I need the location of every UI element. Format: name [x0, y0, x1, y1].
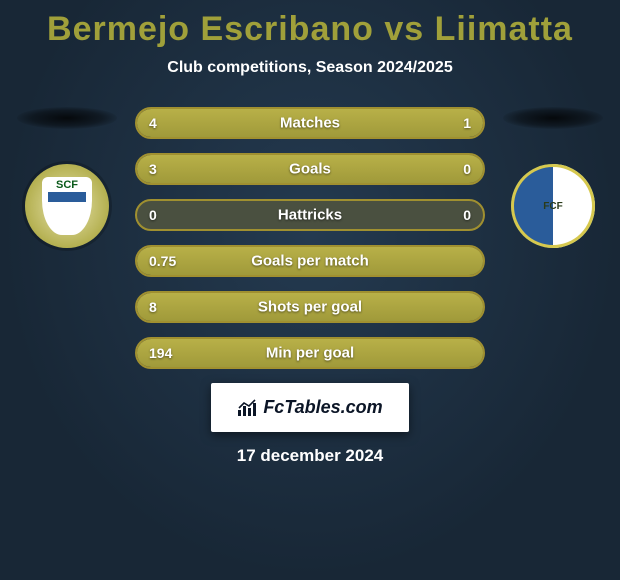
- brand-text: FcTables.com: [263, 397, 382, 418]
- stat-bar: 194 Min per goal: [135, 337, 485, 369]
- comparison-panel: Bermejo Escribano vs Liimatta Club compe…: [0, 0, 620, 580]
- player-shadow-left: [17, 107, 117, 129]
- stat-label: Hattricks: [278, 207, 342, 224]
- stat-bar: 3 0 Goals: [135, 153, 485, 185]
- stat-value-left: 8: [149, 299, 157, 315]
- stat-bars: 4 1 Matches 3 0 Goals 0 0 Hattricks 0.75 Goals per…: [135, 107, 485, 369]
- footer: FcTables.com 17 december 2024: [0, 383, 620, 466]
- club-crest-left: SCF: [42, 177, 92, 235]
- stat-value-right: 1: [463, 115, 471, 131]
- stat-value-left: 4: [149, 115, 157, 131]
- brand-badge: FcTables.com: [211, 383, 408, 432]
- stat-label: Matches: [280, 115, 340, 132]
- page-title: Bermejo Escribano vs Liimatta: [0, 10, 620, 49]
- stat-bar: 4 1 Matches: [135, 107, 485, 139]
- stat-value-right: 0: [463, 161, 471, 177]
- player-left-column: SCF: [17, 107, 117, 248]
- stat-bar: 0 0 Hattricks: [135, 199, 485, 231]
- stat-value-right: 0: [463, 207, 471, 223]
- stat-bar: 0.75 Goals per match: [135, 245, 485, 277]
- player-right-column: FCF: [503, 107, 603, 248]
- club-badge-right: FCF: [511, 164, 595, 248]
- brand-chart-icon: [237, 399, 257, 417]
- page-subtitle: Club competitions, Season 2024/2025: [0, 59, 620, 77]
- club-abbrev-left: SCF: [56, 179, 78, 191]
- date-text: 17 december 2024: [237, 446, 384, 466]
- stat-bar-fill-left: [137, 109, 414, 137]
- stat-label: Goals: [289, 161, 331, 178]
- stat-value-left: 194: [149, 345, 172, 361]
- content-row: SCF 4 1 Matches 3 0 Goals 0 0 Hattricks 0.75 Goals…: [0, 107, 620, 369]
- stat-value-left: 0: [149, 207, 157, 223]
- club-crest-band: [48, 192, 86, 202]
- stat-value-left: 3: [149, 161, 157, 177]
- stat-label: Shots per goal: [258, 299, 362, 316]
- stat-label: Min per goal: [266, 345, 354, 362]
- club-badge-left: SCF: [25, 164, 109, 248]
- player-shadow-right: [503, 107, 603, 129]
- stat-bar: 8 Shots per goal: [135, 291, 485, 323]
- stat-bar-fill-right: [414, 109, 483, 137]
- stat-label: Goals per match: [251, 253, 369, 270]
- club-abbrev-right: FCF: [511, 164, 595, 248]
- stat-value-left: 0.75: [149, 253, 176, 269]
